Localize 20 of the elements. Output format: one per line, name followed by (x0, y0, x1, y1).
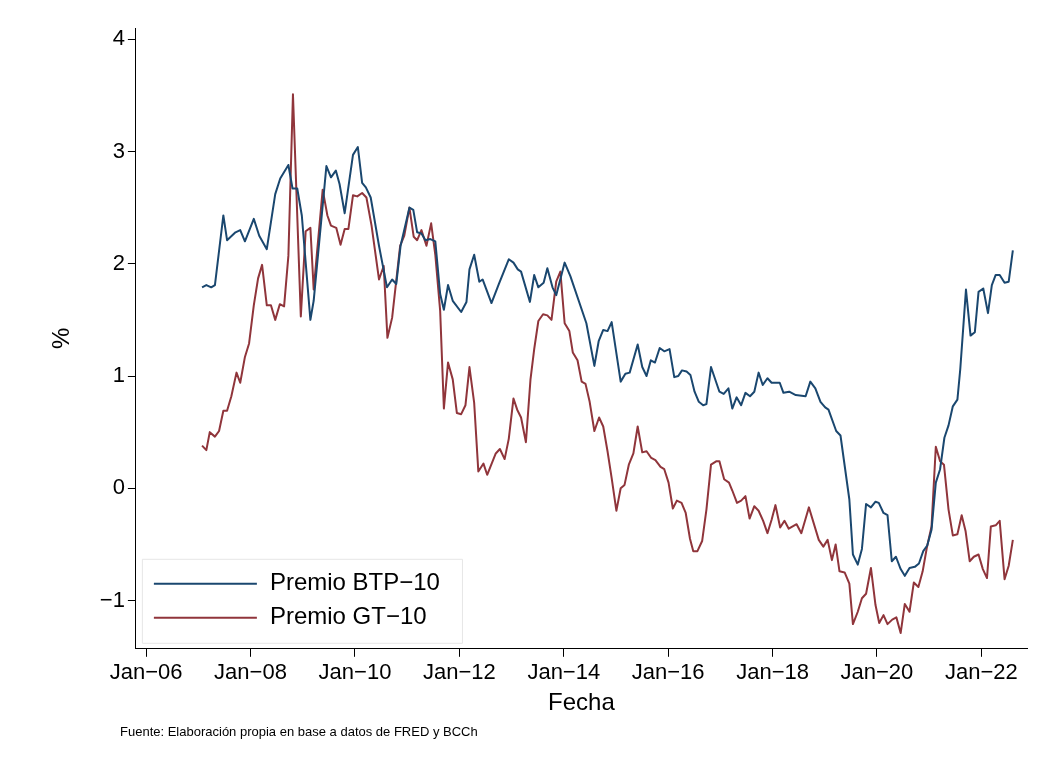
x-tick-label: Jan−10 (318, 659, 392, 685)
x-tick-label: Jan−08 (214, 659, 287, 685)
x-tick-label: Jan−14 (527, 659, 601, 685)
x-axis-title: Fecha (548, 688, 616, 716)
x-tick-label: Jan−20 (840, 659, 914, 685)
y-tick-label: −1 (99, 586, 125, 612)
x-tick-label: Jan−18 (736, 659, 809, 685)
source-note: Fuente: Elaboración propia en base a datos de FRED y BCCh (120, 724, 478, 739)
y-tick-label: 1 (112, 362, 125, 388)
y-tick-label: 2 (112, 249, 125, 275)
y-axis-title: % (47, 327, 75, 350)
y-tick-label: 3 (112, 137, 125, 163)
y-tick-label: 0 (112, 474, 125, 500)
legend-label: Premio GT−10 (269, 602, 427, 630)
x-tick-label: Jan−06 (109, 659, 183, 685)
legend-label: Premio BTP−10 (269, 568, 440, 596)
x-tick-label: Jan−16 (631, 659, 705, 685)
x-tick-label: Jan−12 (422, 659, 496, 685)
y-tick-label: 4 (112, 25, 125, 51)
x-tick-label: Jan−22 (945, 659, 1018, 685)
